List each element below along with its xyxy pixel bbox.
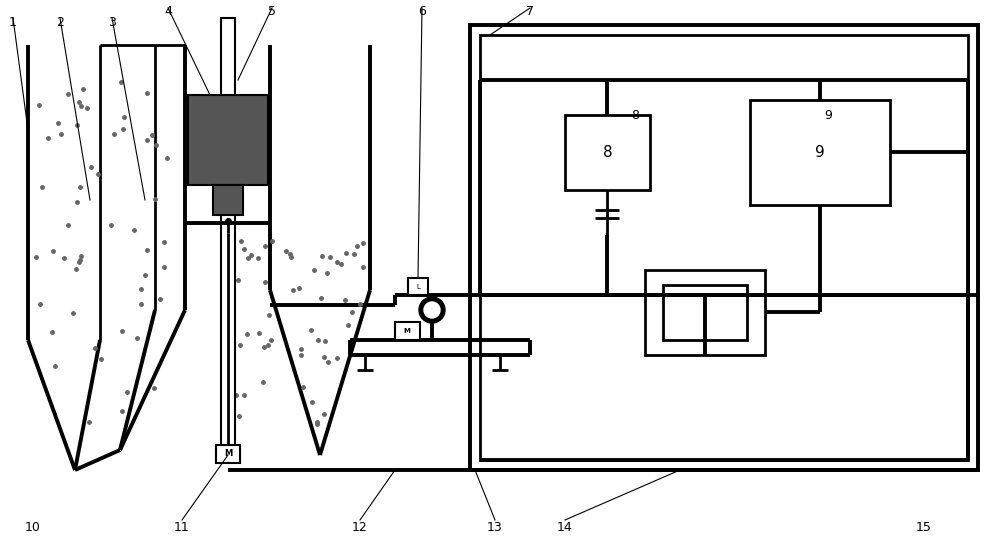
Text: 9: 9 — [824, 109, 832, 122]
Text: 12: 12 — [352, 521, 368, 535]
Bar — [213, 185, 243, 215]
Text: 7: 7 — [526, 5, 534, 19]
Bar — [221, 18, 235, 460]
Circle shape — [419, 297, 445, 323]
Text: 6: 6 — [418, 5, 426, 19]
Bar — [216, 445, 240, 463]
Text: 10: 10 — [25, 521, 41, 535]
Bar — [645, 270, 765, 355]
Text: 8: 8 — [631, 109, 639, 122]
Bar — [663, 285, 747, 340]
Circle shape — [424, 302, 440, 318]
Text: 3: 3 — [108, 16, 116, 29]
Text: M: M — [404, 328, 410, 334]
Text: L: L — [416, 284, 420, 290]
Text: M: M — [224, 449, 232, 459]
Text: 15: 15 — [916, 521, 932, 535]
Bar — [470, 25, 978, 470]
Bar — [395, 322, 420, 340]
Text: 9: 9 — [815, 145, 825, 160]
Text: 4: 4 — [164, 5, 172, 19]
Text: 11: 11 — [174, 521, 190, 535]
Bar — [188, 95, 268, 185]
Bar — [480, 35, 968, 460]
Text: 2: 2 — [56, 16, 64, 29]
Bar — [565, 115, 650, 190]
Bar — [750, 100, 890, 205]
Bar — [408, 278, 428, 295]
Text: 8: 8 — [603, 145, 612, 160]
Text: 5: 5 — [268, 5, 276, 19]
Text: 13: 13 — [487, 521, 503, 535]
Text: 1: 1 — [9, 16, 17, 29]
Text: 14: 14 — [557, 521, 573, 535]
